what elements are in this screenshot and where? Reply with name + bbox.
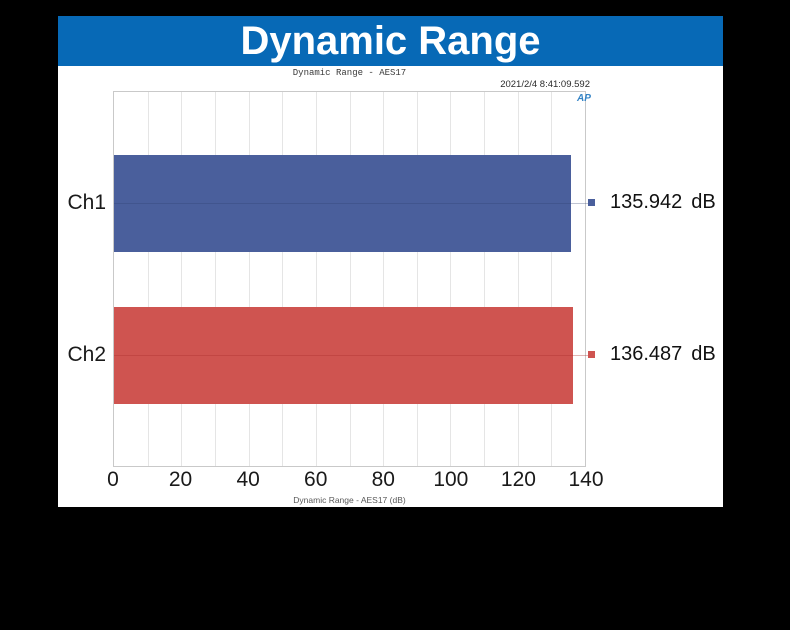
- minor-gridline: [315, 92, 317, 466]
- minor-gridline: [248, 92, 250, 466]
- chart-subtitle: Dynamic Range - AES17: [292, 68, 407, 78]
- minor-gridline: [551, 92, 553, 466]
- x-axis-caption: Dynamic Range - AES17 (dB): [293, 495, 406, 505]
- value-marker-ch2: [588, 351, 595, 358]
- x-tick-label: 60: [304, 468, 328, 491]
- chart-card: Dynamic Range - AES17 2021/2/4 8:41:09.5…: [58, 66, 723, 507]
- minor-gridline: [181, 92, 183, 466]
- value-number: 136.487: [610, 343, 683, 365]
- x-axis-tick-labels: 0 20 40 60 80 100 120 140: [58, 468, 723, 494]
- plot-area: [113, 91, 595, 467]
- title-banner: Dynamic Range: [58, 16, 723, 66]
- trace-line-ch2: [114, 355, 595, 356]
- value-marker-ch1: [588, 199, 595, 206]
- x-tick-label: 100: [433, 468, 469, 491]
- value-label-ch1: 135.942 dB: [610, 188, 716, 216]
- x-tick-label: 80: [371, 468, 395, 491]
- minor-gridline: [214, 92, 216, 466]
- timestamp: 2021/2/4 8:41:09.592: [500, 79, 590, 90]
- minor-gridline: [349, 92, 351, 466]
- value-unit: dB: [691, 343, 716, 365]
- value-unit: dB: [691, 191, 716, 213]
- x-tick-label: 40: [236, 468, 260, 491]
- minor-gridline: [484, 92, 486, 466]
- x-tick-label: 0: [107, 468, 119, 491]
- minor-gridline: [416, 92, 418, 466]
- value-label-ch2: 136.487 dB: [610, 340, 716, 368]
- bar-ch1: [114, 155, 572, 252]
- report-panel: Dynamic Range Dynamic Range - AES17 2021…: [58, 16, 723, 507]
- x-tick-label: 120: [500, 468, 536, 491]
- ap-logo-icon: AP: [577, 93, 591, 104]
- x-tick-label: 140: [568, 468, 604, 491]
- category-label-ch2: Ch2: [67, 343, 106, 366]
- trace-line-ch1: [114, 203, 595, 204]
- bar-ch2: [114, 307, 574, 404]
- value-number: 135.942: [610, 191, 683, 213]
- page-title: Dynamic Range: [240, 19, 541, 63]
- minor-gridline: [282, 92, 284, 466]
- minor-gridline: [383, 92, 385, 466]
- minor-gridline: [517, 92, 519, 466]
- minor-gridline: [450, 92, 452, 466]
- x-tick-label: 20: [168, 468, 193, 491]
- minor-gridline: [147, 92, 149, 466]
- category-label-ch1: Ch1: [67, 191, 106, 214]
